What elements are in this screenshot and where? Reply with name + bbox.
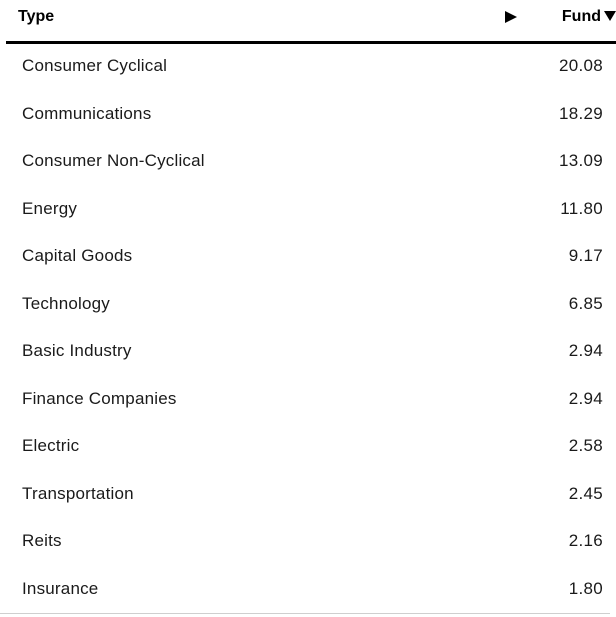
fund-value-cell: 11.80 xyxy=(560,198,603,218)
type-cell: Finance Companies xyxy=(22,388,177,408)
type-cell: Energy xyxy=(22,198,78,218)
table-row: Communications 18.29 xyxy=(6,92,616,140)
table-row: Technology 6.85 xyxy=(6,282,616,330)
table-row: Transportation 2.45 xyxy=(6,472,616,520)
table-row: Consumer Non-Cyclical 13.09 xyxy=(6,139,616,187)
table-row: Energy 11.80 xyxy=(6,187,616,235)
type-cell: Transportation xyxy=(22,483,134,503)
table-row: Electric 2.58 xyxy=(6,424,616,472)
fund-value-cell: 2.94 xyxy=(568,341,603,360)
fund-value-cell: 20.08 xyxy=(558,56,603,75)
type-cell: Insurance xyxy=(22,578,99,598)
type-cell: Consumer Cyclical xyxy=(22,56,168,75)
sector-table: Type Fund Consumer Cyclical 20.08 Commun… xyxy=(6,0,616,614)
fund-value-cell: 9.17 xyxy=(568,246,603,265)
expand-columns-icon[interactable] xyxy=(505,11,517,23)
fund-value-cell: 1.80 xyxy=(568,578,603,598)
fund-value-cell: 6.85 xyxy=(568,293,603,313)
type-cell: Consumer Non-Cyclical xyxy=(22,151,205,170)
fund-value-cell: 13.09 xyxy=(558,151,603,170)
table-row: Basic Industry 2.94 xyxy=(6,329,616,377)
type-cell: Reits xyxy=(22,531,62,550)
table-bottom-divider xyxy=(0,613,610,614)
table-row: Insurance 1.80 xyxy=(6,567,616,615)
fund-value-cell: 2.94 xyxy=(568,388,603,408)
fund-column-label: Fund xyxy=(561,8,601,25)
fund-value-cell: 2.58 xyxy=(568,436,603,455)
table-row: Reits 2.16 xyxy=(6,519,616,567)
sort-descending-icon xyxy=(604,11,616,21)
type-cell: Capital Goods xyxy=(22,246,133,265)
table-row: Finance Companies 2.94 xyxy=(6,377,616,425)
fund-column-header[interactable]: Fund xyxy=(562,8,616,26)
type-cell: Basic Industry xyxy=(22,341,132,360)
fund-value-cell: 2.16 xyxy=(568,531,603,550)
fund-value-cell: 2.45 xyxy=(568,483,603,503)
table-row: Capital Goods 9.17 xyxy=(6,234,616,282)
type-cell: Technology xyxy=(22,293,111,313)
table-body: Consumer Cyclical 20.08 Communications 1… xyxy=(6,44,616,614)
type-cell: Communications xyxy=(22,103,152,123)
fund-value-cell: 18.29 xyxy=(558,103,603,123)
table-header: Type Fund xyxy=(6,0,616,44)
type-cell: Electric xyxy=(22,436,80,455)
table-row: Consumer Cyclical 20.08 xyxy=(6,44,616,92)
type-column-header[interactable]: Type xyxy=(18,8,55,25)
